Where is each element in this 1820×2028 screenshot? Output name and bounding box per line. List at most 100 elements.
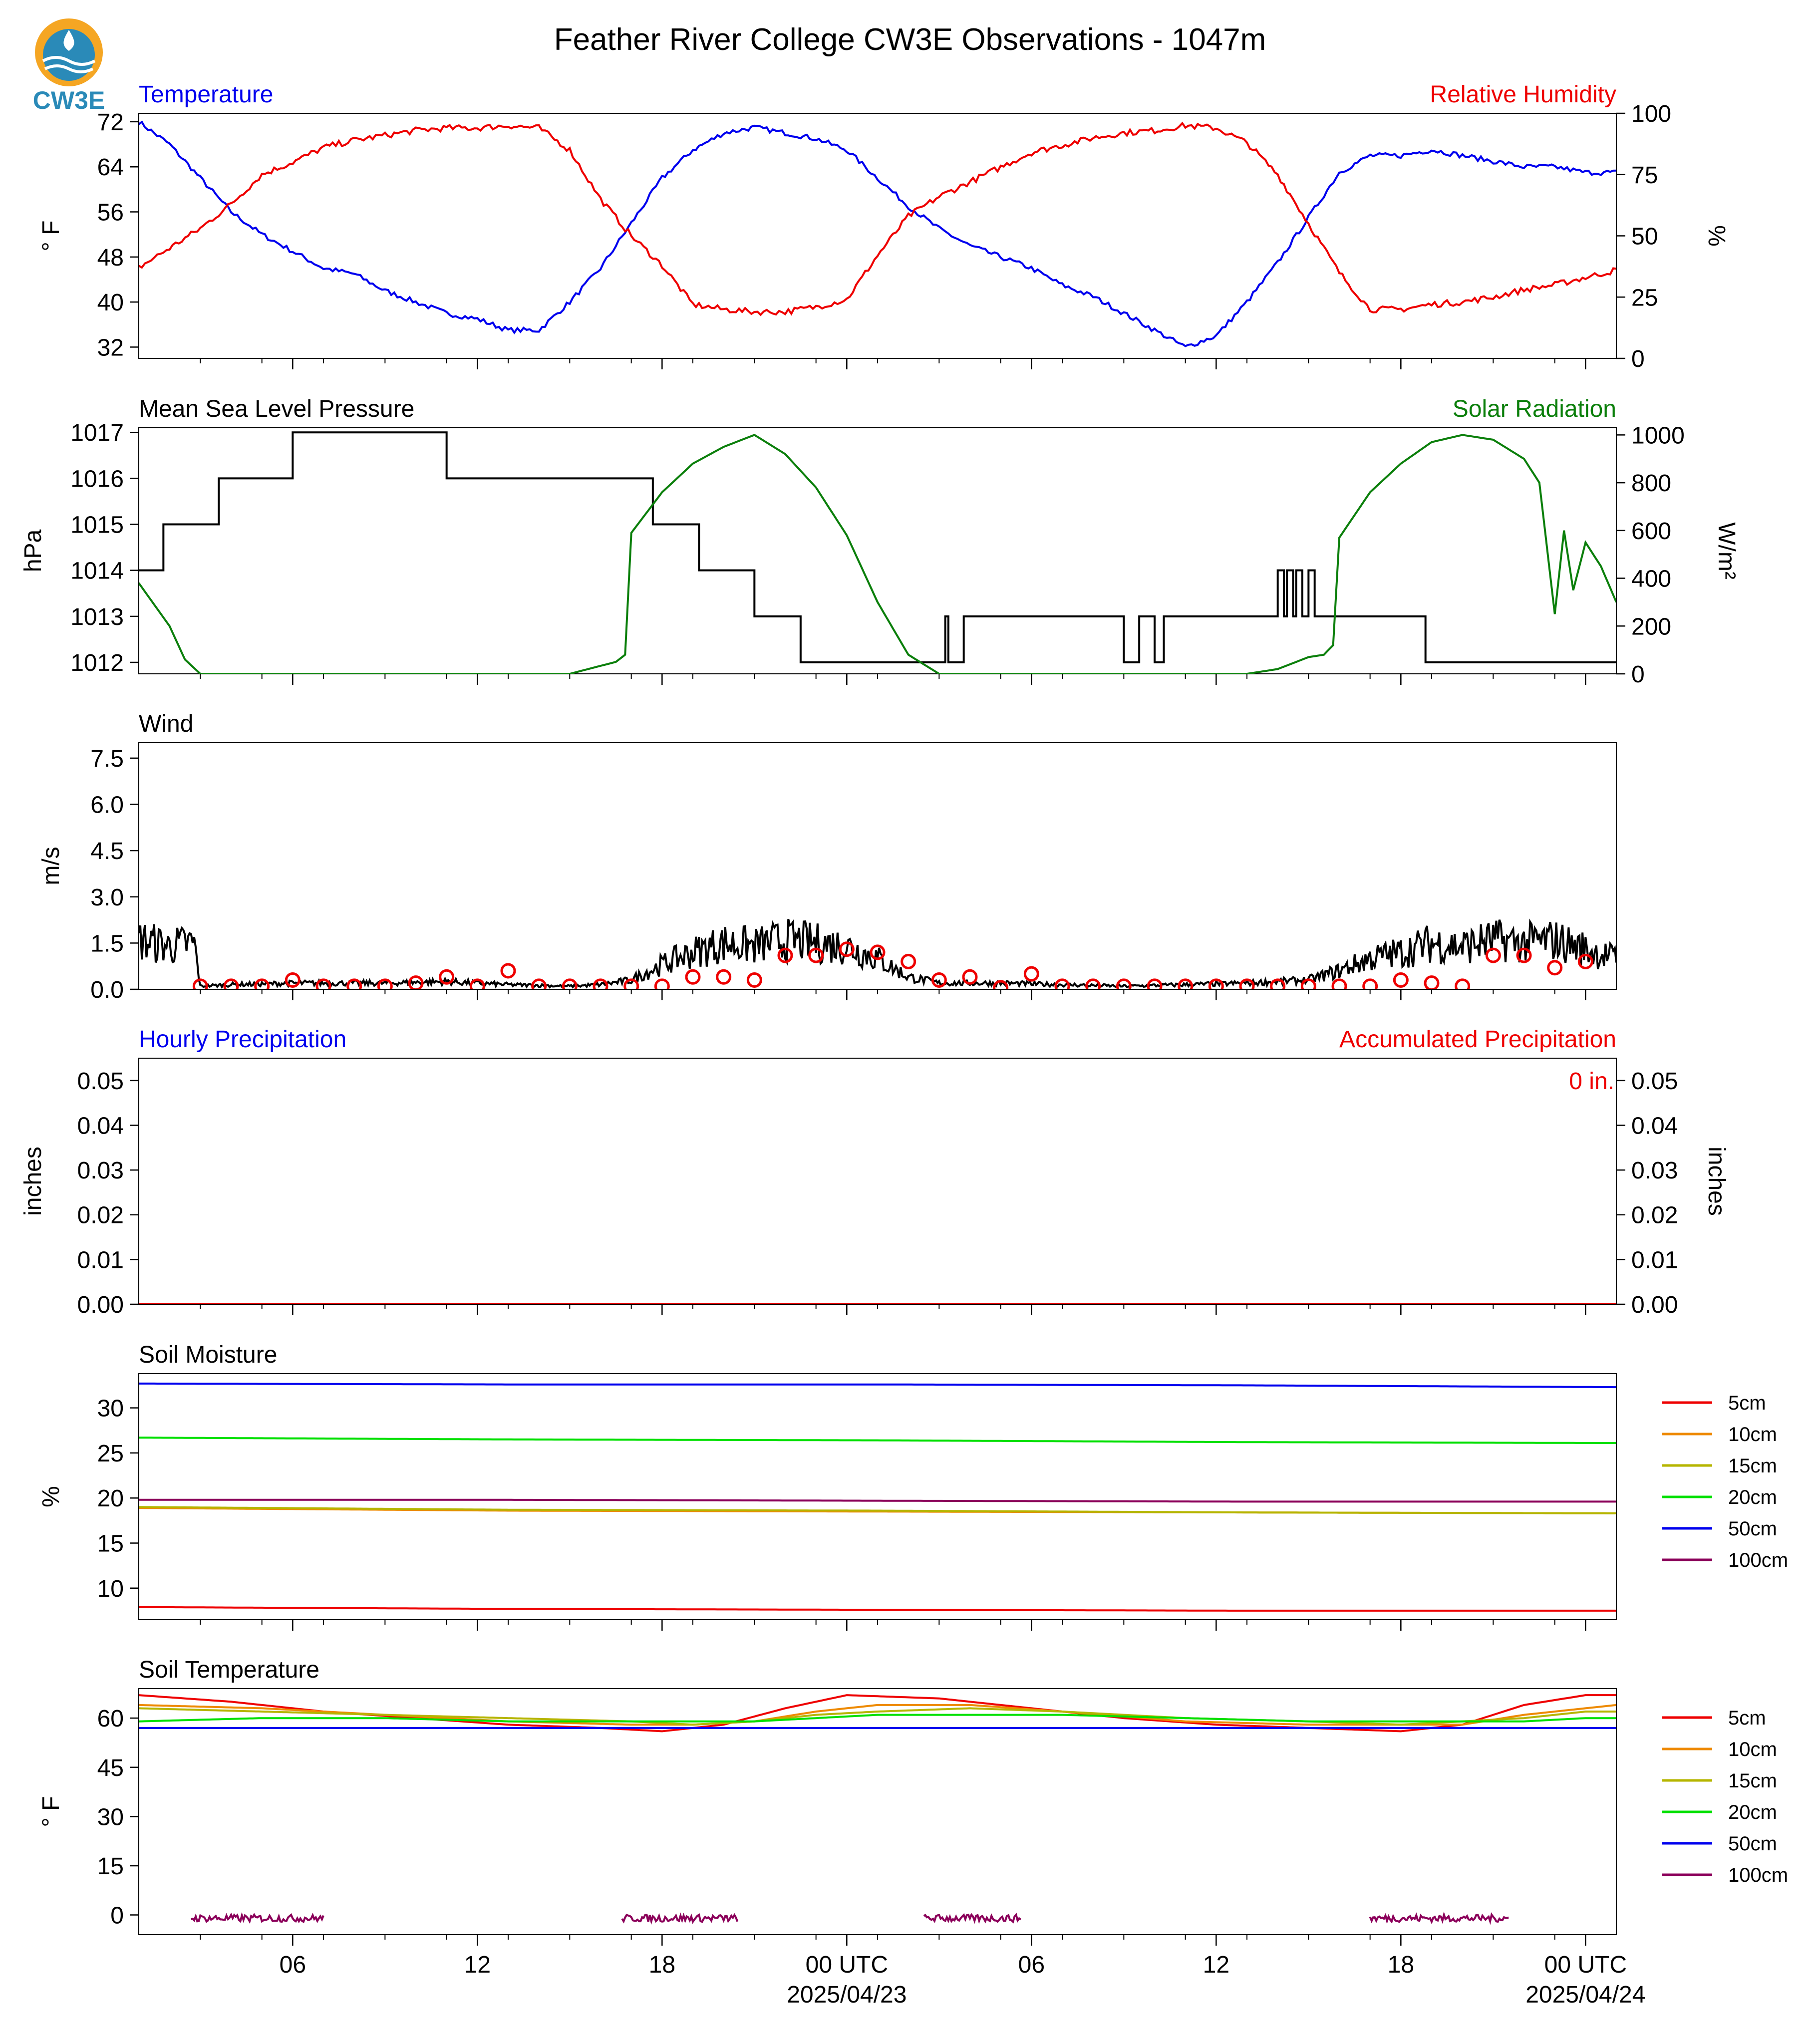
y-tick-label-left: 10	[97, 1576, 124, 1602]
y-tick-label-left: 0.00	[77, 1292, 124, 1318]
wind-direction-marker	[315, 978, 331, 989]
wind-direction-marker	[1485, 947, 1501, 963]
x-date-label: 2025/04/23	[787, 1982, 907, 2008]
legend-label: 15cm	[1728, 1770, 1777, 1792]
y-tick-label-right: 25	[1631, 285, 1658, 311]
wind-direction-marker	[777, 947, 793, 963]
y-tick-label-left: 30	[97, 1396, 124, 1422]
series-line-15cm	[139, 1506, 1616, 1514]
y-tick-label-left: 72	[97, 109, 124, 136]
wind-direction-marker	[1054, 978, 1070, 989]
wind-direction-marker	[839, 941, 855, 957]
y-axis-label-left: inches	[20, 1147, 46, 1216]
wind-direction-marker	[593, 978, 608, 989]
wind-direction-marker	[746, 972, 762, 988]
y-tick-label-left: 0.02	[77, 1202, 124, 1229]
x-tick-label: 06	[1018, 1952, 1045, 1978]
panel-title-left: Soil Temperature	[139, 1657, 319, 1683]
plot-frame	[138, 1058, 1617, 1305]
y-axis-label-left: ° F	[38, 1796, 64, 1827]
wind-direction-marker	[1270, 978, 1286, 989]
y-tick-label-left: 15	[97, 1853, 124, 1880]
y-tick-label-left: 3.0	[90, 884, 124, 911]
x-tick-label: 00 UTC	[1544, 1952, 1627, 1978]
y-tick-label-left: 0.0	[90, 977, 124, 1003]
wind-direction-marker	[1547, 960, 1563, 976]
panel-temperature: Temperature Relative Humidity 32 40 48 56 64 72…	[38, 81, 1730, 372]
series-line-50cm	[139, 1382, 1616, 1389]
wind-direction-marker	[1362, 978, 1378, 989]
panel-title-left: Mean Sea Level Pressure	[139, 396, 414, 422]
wind-direction-marker	[223, 978, 239, 989]
legend-label: 50cm	[1728, 1833, 1777, 1855]
wind-direction-marker	[1116, 978, 1132, 989]
series-line-15cm	[139, 1707, 1616, 1726]
legend-label: 5cm	[1728, 1707, 1766, 1729]
y-tick-label-left: 1016	[70, 466, 124, 492]
series-line-5cm	[139, 1606, 1616, 1612]
wind-direction-marker	[1023, 966, 1039, 982]
y-tick-label-left: 0.01	[77, 1247, 124, 1273]
y-tick-label-right: 800	[1631, 470, 1671, 497]
wind-direction-marker	[285, 972, 301, 988]
wind-direction-marker	[1300, 978, 1316, 989]
legend-label: 15cm	[1728, 1455, 1777, 1477]
wind-direction-marker	[1085, 978, 1101, 989]
x-tick-label: 18	[649, 1952, 675, 1978]
wind-direction-marker	[901, 953, 916, 969]
wind-direction-marker	[1239, 978, 1255, 989]
y-tick-label-left: 25	[97, 1441, 124, 1467]
y-tick-label-left: 0.04	[77, 1113, 124, 1139]
wind-direction-marker	[808, 947, 824, 963]
y-tick-label-left: 30	[97, 1804, 124, 1830]
y-tick-label-left: 32	[97, 334, 124, 361]
wind-direction-marker	[254, 978, 270, 989]
series-line-100cm	[191, 1912, 324, 1924]
x-tick-label: 00 UTC	[806, 1952, 888, 1978]
y-tick-label-right: 100	[1631, 101, 1671, 127]
wind-direction-marker	[1393, 972, 1409, 988]
plot-frame	[138, 427, 1617, 674]
y-tick-label-left: 45	[97, 1755, 124, 1781]
y-tick-label-left: 1.5	[90, 930, 124, 957]
wind-direction-marker	[962, 969, 978, 985]
y-axis-label-left: ° F	[38, 221, 64, 252]
y-tick-label-left: 48	[97, 245, 124, 271]
accumulated-annotation: 0 in.	[1569, 1068, 1614, 1095]
legend-label: 100cm	[1728, 1864, 1788, 1886]
wind-direction-marker	[469, 978, 485, 989]
wind-direction-marker	[654, 978, 670, 989]
y-tick-label-right: 600	[1631, 518, 1671, 545]
wind-direction-marker	[1147, 978, 1163, 989]
plot-area	[139, 431, 1616, 674]
y-axis-label-left: m/s	[38, 847, 64, 885]
wind-direction-marker	[623, 978, 639, 989]
y-tick-label-left: 1013	[70, 604, 124, 630]
plot-area	[139, 120, 1616, 347]
logo-wave	[42, 56, 96, 66]
y-tick-label-left: 1015	[70, 512, 124, 539]
y-tick-label-left: 64	[97, 154, 124, 181]
panel-soil-moisture: Soil Moisture 10 15 20 25 30% 5cm 10cm 15cm 20cm 5…	[38, 1342, 1788, 1631]
x-tick-label: 12	[464, 1952, 491, 1978]
panel-mean-sea-level-pressure: Mean Sea Level Pressure Solar Radiation 10…	[20, 396, 1740, 688]
wind-direction-marker	[685, 969, 701, 985]
y-tick-label-left: 0	[110, 1903, 124, 1929]
y-tick-label-left: 1017	[70, 420, 124, 446]
wind-direction-marker	[870, 944, 886, 960]
wind-direction-marker	[1455, 978, 1471, 989]
legend-label: 10cm	[1728, 1424, 1777, 1446]
plot-frame	[138, 113, 1617, 359]
wind-direction-marker	[1208, 978, 1224, 989]
figure-title: Feather River College CW3E Observations …	[554, 22, 1266, 57]
y-tick-label-left: 0.03	[77, 1158, 124, 1184]
y-tick-label-right: 200	[1631, 613, 1671, 640]
wind-direction-marker	[931, 972, 947, 988]
wind-direction-marker	[531, 978, 547, 989]
y-tick-label-left: 1012	[70, 650, 124, 676]
panel-title-left: Temperature	[139, 81, 273, 108]
panel-title-right: Solar Radiation	[1453, 396, 1616, 422]
series-line-20cm	[139, 1714, 1616, 1723]
plot-frame	[138, 1373, 1617, 1620]
